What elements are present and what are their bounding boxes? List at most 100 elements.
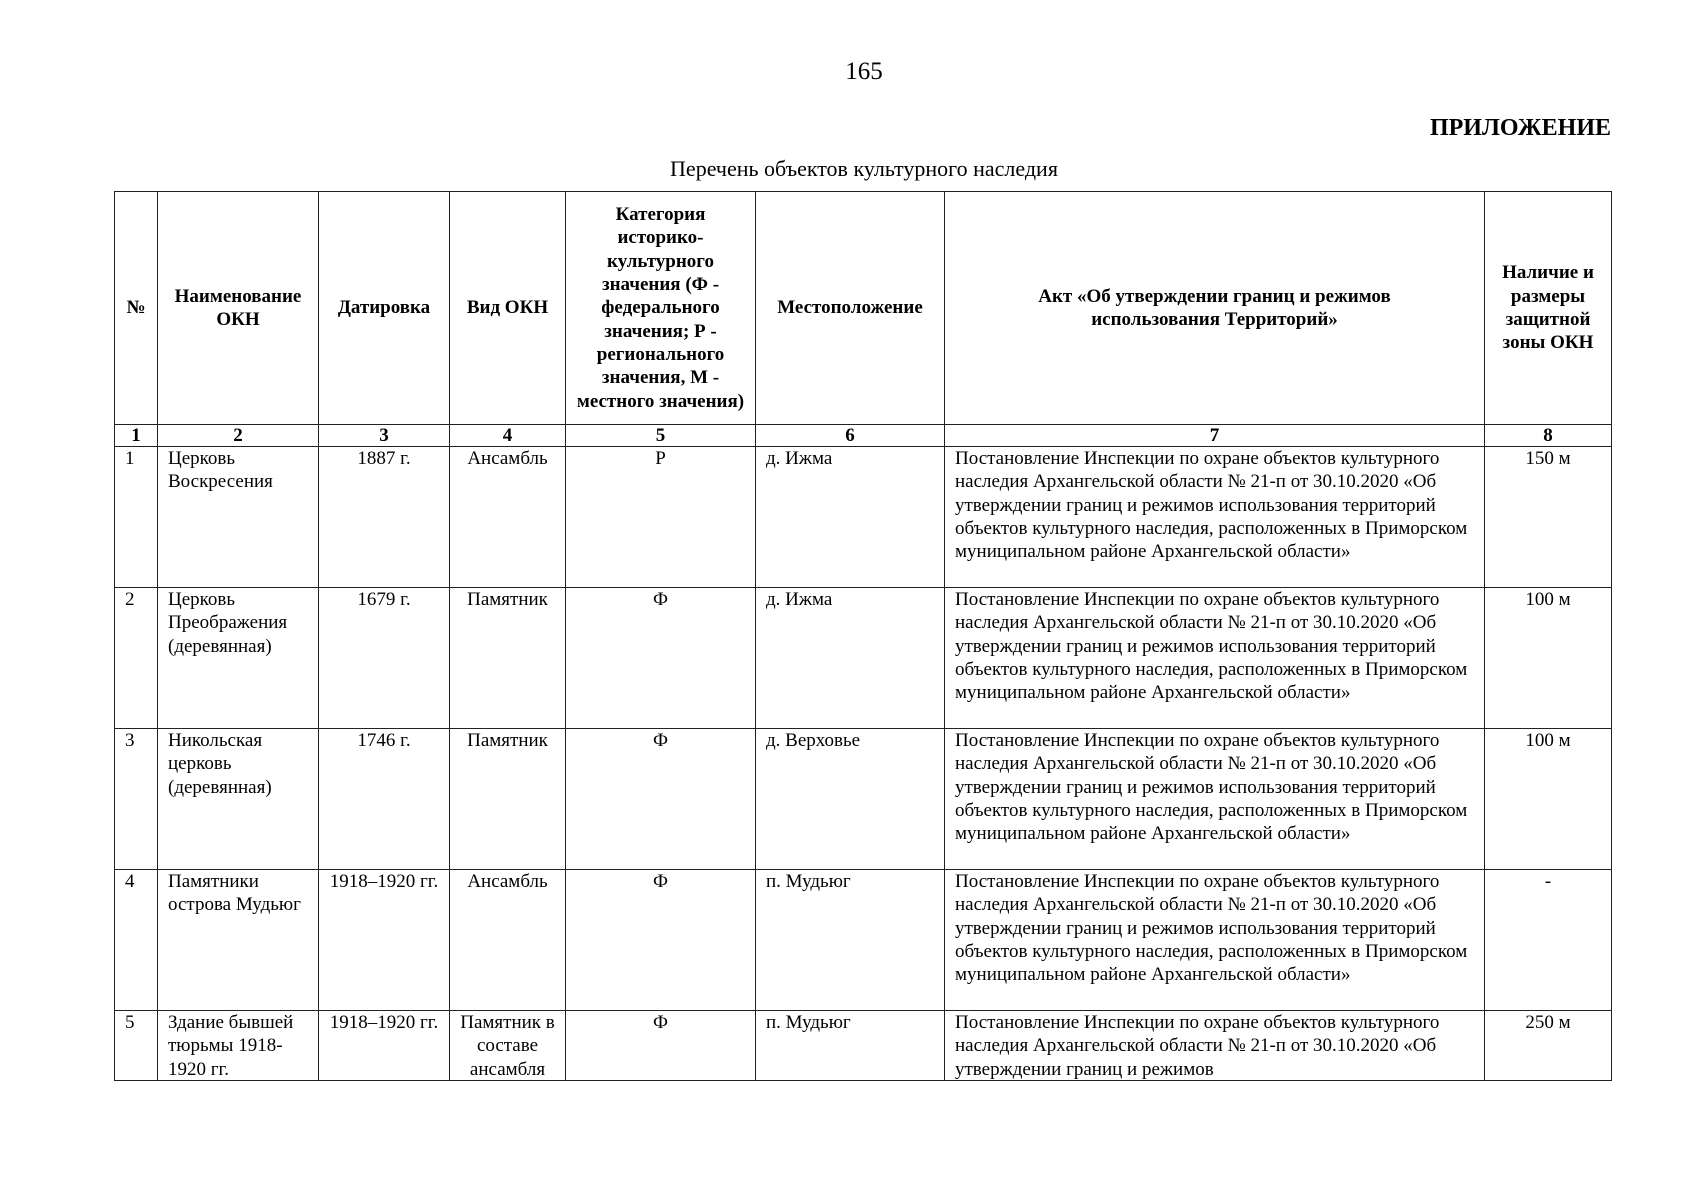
category-cell: Ф: [565, 587, 756, 729]
protection-zone-cell: -: [1484, 869, 1612, 1011]
table-row: 3 Никольская церковь (деревянная) 1746 г. П…: [114, 728, 1612, 870]
column-number: 6: [755, 424, 945, 447]
object-name: Церковь Воскресения: [168, 448, 273, 493]
row-number: 5: [125, 1012, 135, 1033]
act-cell: Постановление Инспекции по охране объект…: [944, 728, 1485, 870]
object-type-cell: Ансамбль: [449, 446, 566, 588]
object-name: Церковь Преображения (деревянная): [168, 589, 288, 657]
protection-zone-cell: 150 м: [1484, 446, 1612, 588]
act-cell: Постановление Инспекции по охране объект…: [944, 1010, 1485, 1081]
act-cell: Постановление Инспекции по охране объект…: [944, 869, 1485, 1011]
location: д. Верховье: [766, 730, 861, 751]
object-type-cell: Памятник: [449, 587, 566, 729]
protection-zone: -: [1544, 871, 1552, 892]
object-type-cell: Памятник: [449, 728, 566, 870]
act: Постановление Инспекции по охране объект…: [955, 448, 1468, 563]
protection-zone: 150 м: [1525, 448, 1571, 469]
act: Постановление Инспекции по охране объект…: [955, 1012, 1440, 1080]
column-header: Наличие и размеры защитной зоны ОКН: [1484, 191, 1612, 425]
column-header: Вид ОКН: [449, 191, 566, 425]
row-number-cell: 1: [114, 446, 158, 588]
column-header: Датировка: [318, 191, 450, 425]
category: Р: [655, 448, 666, 469]
column-number: 7: [944, 424, 1485, 447]
column-number: 2: [157, 424, 319, 447]
column-number: 1: [114, 424, 158, 447]
object-name-cell: Никольская церковь (деревянная): [157, 728, 319, 870]
object-type-cell: Памятник в составе ансамбля: [449, 1010, 566, 1081]
column-header: Местоположение: [755, 191, 945, 425]
row-number: 1: [125, 448, 135, 469]
row-number-cell: 3: [114, 728, 158, 870]
object-type-cell: Ансамбль: [449, 869, 566, 1011]
protection-zone-cell: 100 м: [1484, 728, 1612, 870]
object-name: Никольская церковь (деревянная): [168, 730, 272, 798]
category: Ф: [652, 871, 668, 892]
column-header: №: [114, 191, 158, 425]
object-name-cell: Церковь Воскресения: [157, 446, 319, 588]
row-number-cell: 4: [114, 869, 158, 1011]
category-cell: Ф: [565, 1010, 756, 1081]
location: п. Мудьюг: [766, 871, 851, 892]
dating: 1746 г.: [357, 730, 411, 751]
protection-zone: 250 м: [1525, 1012, 1571, 1033]
protection-zone: 100 м: [1525, 730, 1571, 751]
object-type: Памятник: [467, 730, 548, 751]
dating-cell: 1918–1920 гг.: [318, 869, 450, 1011]
dating-cell: 1887 г.: [318, 446, 450, 588]
object-name-cell: Памятники острова Мудьюг: [157, 869, 319, 1011]
heritage-table: № Наименование ОКН Датировка Вид ОКН Кат…: [114, 191, 1612, 1081]
row-number-cell: 2: [114, 587, 158, 729]
object-type: Памятник в составе ансамбля: [460, 1012, 555, 1080]
table-row: 2 Церковь Преображения (деревянная) 1679 г…: [114, 587, 1612, 729]
page-number: 165: [845, 58, 883, 85]
category-cell: Р: [565, 446, 756, 588]
object-name-cell: Церковь Преображения (деревянная): [157, 587, 319, 729]
dating: 1887 г.: [357, 448, 411, 469]
dating: 1918–1920 гг.: [329, 871, 439, 892]
appendix-label: ПРИЛОЖЕНИЕ: [1429, 115, 1611, 141]
column-number: 5: [565, 424, 756, 447]
location-cell: д. Ижма: [755, 587, 945, 729]
column-header: Акт «Об утверждении границ и режимов исп…: [944, 191, 1485, 425]
location: д. Ижма: [766, 448, 833, 469]
category: Ф: [652, 1012, 668, 1033]
object-name-cell: Здание бывшей тюрьмы 1918-1920 гг.: [157, 1010, 319, 1081]
column-header: Категория историко-культурного значения …: [565, 191, 756, 425]
table-row: 5 Здание бывшей тюрьмы 1918-1920 гг. 1918–…: [114, 1010, 1612, 1081]
row-number-cell: 5: [114, 1010, 158, 1081]
act: Постановление Инспекции по охране объект…: [955, 589, 1468, 704]
category: Ф: [652, 589, 668, 610]
object-type: Ансамбль: [467, 448, 548, 469]
category-cell: Ф: [565, 869, 756, 1011]
location: д. Ижма: [766, 589, 833, 610]
object-type: Памятник: [467, 589, 548, 610]
act: Постановление Инспекции по охране объект…: [955, 871, 1468, 986]
act-cell: Постановление Инспекции по охране объект…: [944, 446, 1485, 588]
protection-zone-cell: 250 м: [1484, 1010, 1612, 1081]
dating-cell: 1679 г.: [318, 587, 450, 729]
object-name: Памятники острова Мудьюг: [168, 871, 301, 916]
protection-zone-cell: 100 м: [1484, 587, 1612, 729]
column-number-row: 1 2 3 4 5 6 7 8: [114, 424, 1612, 447]
dating-cell: 1918–1920 гг.: [318, 1010, 450, 1081]
location-cell: п. Мудьюг: [755, 1010, 945, 1081]
row-number: 4: [125, 871, 135, 892]
act: Постановление Инспекции по охране объект…: [955, 730, 1468, 845]
object-type: Ансамбль: [467, 871, 548, 892]
category-cell: Ф: [565, 728, 756, 870]
location-cell: п. Мудьюг: [755, 869, 945, 1011]
column-number: 4: [449, 424, 566, 447]
column-header: Наименование ОКН: [157, 191, 319, 425]
location-cell: д. Верховье: [755, 728, 945, 870]
location-cell: д. Ижма: [755, 446, 945, 588]
header-row: № Наименование ОКН Датировка Вид ОКН Кат…: [114, 191, 1612, 425]
dating-cell: 1746 г.: [318, 728, 450, 870]
object-name: Здание бывшей тюрьмы 1918-1920 гг.: [168, 1012, 294, 1080]
column-number: 3: [318, 424, 450, 447]
row-number: 2: [125, 589, 135, 610]
category: Ф: [652, 730, 668, 751]
table-row: 4 Памятники острова Мудьюг 1918–1920 гг. Ан…: [114, 869, 1612, 1011]
table-title: Перечень объектов культурного наследия: [670, 156, 1058, 181]
